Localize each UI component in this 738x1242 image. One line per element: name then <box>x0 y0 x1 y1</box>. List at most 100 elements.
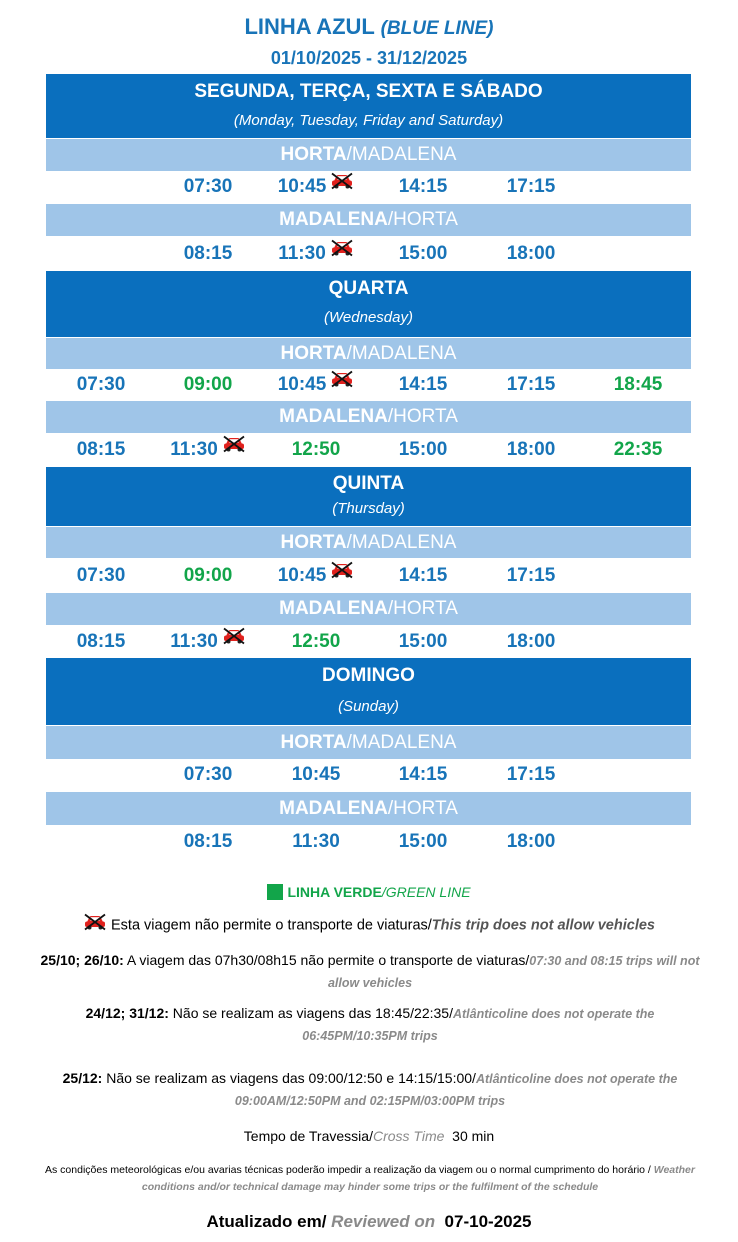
departure-time: 07:30 <box>76 374 126 395</box>
departure-time-green-line: 12:50 <box>291 631 341 652</box>
route-header-madalena-horta: MADALENA/HORTA <box>46 593 691 625</box>
departure-time: 15:00 <box>398 439 448 460</box>
departure-time: 08:15 <box>76 631 126 652</box>
timetable-row: 08:15 11:30 15:00 18:00 <box>46 826 691 858</box>
departure-time: 10:45 <box>261 369 371 401</box>
departure-time: 07:30 <box>183 764 233 785</box>
departure-time: 08:15 <box>76 439 126 460</box>
legend-no-vehicles-pt: Esta viagem não permite o transporte de … <box>111 917 432 934</box>
route-header-horta-madalena: HORTA/MADALENA <box>46 139 691 171</box>
note-text-en: Atlânticoline does not operate the 06:45… <box>302 1007 655 1043</box>
departure-time: 10:45 <box>291 764 341 785</box>
note-text-pt: A viagem das 07h30/08h15 não permite o t… <box>123 952 530 968</box>
crossing-time: Tempo de Travessia/Cross Time 30 min <box>0 1128 738 1144</box>
route-header-horta-madalena: HORTA/MADALENA <box>46 527 691 558</box>
departure-time: 08:15 <box>183 243 233 264</box>
timetable-row: 08:15 11:30 12:50 15:00 18:00 <box>46 626 691 658</box>
legend-green-pt: LINHA VERDE <box>287 884 382 900</box>
day-name-en: (Monday, Tuesday, Friday and Saturday) <box>233 112 504 129</box>
route-destination: /HORTA <box>387 797 458 819</box>
departure-time: 17:15 <box>506 764 556 785</box>
green-square-icon <box>267 883 284 900</box>
departure-time: 07:30 <box>76 565 126 586</box>
no-vehicles-legend: Esta viagem não permite o transporte de … <box>0 913 738 935</box>
departure-time: 15:00 <box>398 831 448 852</box>
departure-time: 11:30 <box>292 831 340 852</box>
departure-time: 18:00 <box>506 439 556 460</box>
timetable-row: 07:30 09:00 10:45 14:15 17:15 18:45 <box>46 369 691 401</box>
departure-time: 10:45 <box>261 171 371 203</box>
crossing-value: 30 min <box>452 1128 495 1144</box>
departure-time: 15:00 <box>398 243 448 264</box>
crossing-label-pt: Tempo de Travessia/ <box>243 1128 373 1144</box>
no-vehicles-icon <box>330 367 354 399</box>
day-header-sunday: DOMINGO (Sunday) <box>46 658 691 725</box>
departure-time: 14:15 <box>398 374 448 395</box>
route-origin: HORTA <box>280 144 347 165</box>
timetable-row: 07:30 09:00 10:45 14:15 17:15 <box>46 560 691 592</box>
route-origin: HORTA <box>280 342 347 364</box>
route-header-madalena-horta: MADALENA/HORTA <box>46 792 691 825</box>
note-dates: 25/12: <box>62 1070 103 1086</box>
page-title: LINHA AZUL (BLUE LINE) <box>0 14 738 40</box>
crossing-label-en: Cross Time <box>372 1128 445 1144</box>
departure-time: 18:00 <box>506 243 556 264</box>
day-name-en: (Wednesday) <box>324 309 413 326</box>
departure-time-green-line: 18:45 <box>613 374 663 395</box>
route-destination: /HORTA <box>387 598 458 619</box>
timetable-row: 08:15 11:30 12:50 15:00 18:00 22:35 <box>46 434 691 466</box>
day-header-wednesday: QUARTA (Wednesday) <box>46 271 691 337</box>
departure-time: 11:30 <box>261 238 371 270</box>
departure-time: 17:15 <box>506 374 556 395</box>
timetable-row: 07:30 10:45 14:15 17:15 <box>46 759 691 791</box>
route-origin: MADALENA <box>279 797 388 819</box>
route-header-madalena-horta: MADALENA/HORTA <box>46 204 691 236</box>
route-destination: /HORTA <box>387 209 458 230</box>
route-origin: MADALENA <box>279 406 388 427</box>
departure-time: 14:15 <box>398 176 448 197</box>
departure-time: 17:15 <box>506 176 556 197</box>
departure-time: 14:15 <box>398 764 448 785</box>
route-destination: /MADALENA <box>346 531 457 553</box>
no-vehicles-icon <box>222 432 246 464</box>
green-line-legend: LINHA VERDE/GREEN LINE <box>0 883 738 900</box>
departure-time: 10:45 <box>261 560 371 592</box>
no-vehicles-icon <box>330 558 354 590</box>
no-vehicles-icon <box>330 169 354 201</box>
departure-time: 11:30 <box>153 626 263 658</box>
disclaimer-pt: As condições meteorológicas e/ou avarias… <box>45 1164 654 1176</box>
timetable-row: 08:15 11:30 15:00 18:00 <box>46 238 691 270</box>
departure-time-green-line: 09:00 <box>183 565 233 586</box>
departure-time-green-line: 22:35 <box>613 439 663 460</box>
departure-time: 11:30 <box>153 434 263 466</box>
title-sub: (BLUE LINE) <box>380 18 494 39</box>
day-name-en: (Thursday) <box>332 500 405 517</box>
departure-time: 08:15 <box>183 831 233 852</box>
note-dates: 25/10; 26/10: <box>40 952 124 968</box>
route-header-madalena-horta: MADALENA/HORTA <box>46 401 691 433</box>
route-destination: /HORTA <box>387 406 458 427</box>
departure-time: 18:00 <box>506 831 556 852</box>
day-name-en: (Sunday) <box>338 698 399 715</box>
disclaimer: As condições meteorológicas e/ou avarias… <box>40 1162 700 1196</box>
route-header-horta-madalena: HORTA/MADALENA <box>46 726 691 759</box>
no-vehicles-icon <box>83 913 107 935</box>
note-dates: 24/12; 31/12: <box>85 1005 169 1021</box>
updated-date: Atualizado em/ Reviewed on 07-10-2025 <box>0 1212 738 1232</box>
date-range: 01/10/2025 - 31/12/2025 <box>270 48 468 68</box>
legend-green-en: /GREEN LINE <box>381 884 471 900</box>
route-destination: /MADALENA <box>346 731 457 753</box>
disclaimer-en: Weather conditions and/or technical dama… <box>141 1164 695 1193</box>
departure-time: 07:30 <box>183 176 233 197</box>
day-header-thursday: QUINTA (Thursday) <box>46 467 691 526</box>
note-cancelled-trips-december: 24/12; 31/12: Não se realizam as viagens… <box>40 1003 700 1047</box>
note-text-pt: Não se realizam as viagens das 18:45/22:… <box>168 1005 453 1021</box>
departure-time-green-line: 12:50 <box>291 439 341 460</box>
no-vehicles-icon <box>330 236 354 268</box>
title-main: LINHA AZUL <box>244 14 375 39</box>
route-header-horta-madalena: HORTA/MADALENA <box>46 338 691 369</box>
departure-time-green-line: 09:00 <box>183 374 233 395</box>
route-origin: MADALENA <box>279 598 388 619</box>
day-name-pt: QUINTA <box>332 473 405 494</box>
note-vehicle-restriction: 25/10; 26/10: A viagem das 07h30/08h15 n… <box>40 950 700 994</box>
